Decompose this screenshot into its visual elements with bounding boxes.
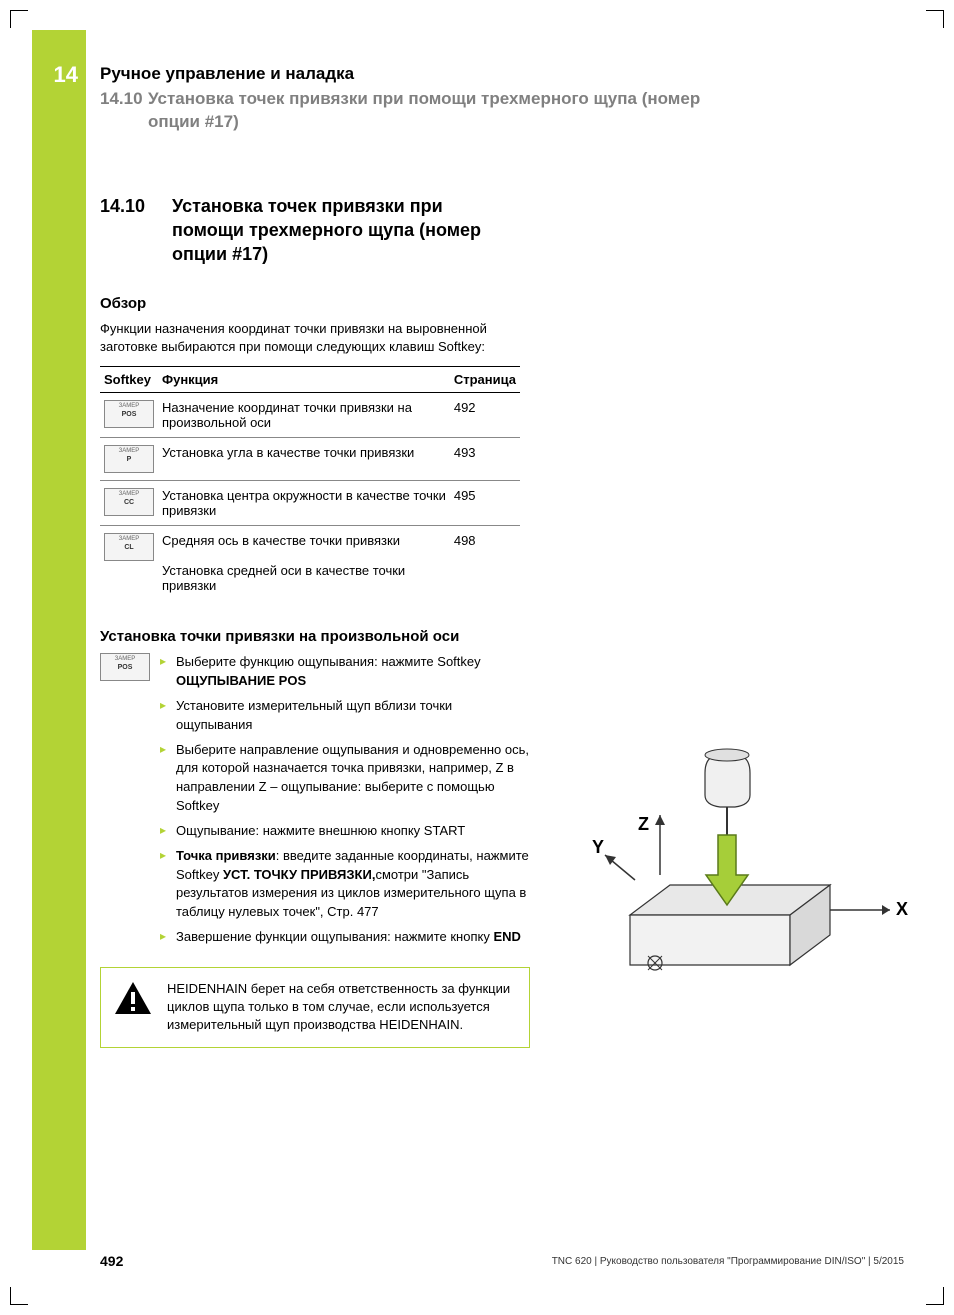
softkey-cl-icon: ЗАМЕРCL [104, 533, 154, 561]
th-function: Функция [158, 367, 450, 393]
section-heading: 14.10Установка точек привязки при помощи… [100, 194, 910, 267]
page-cell: 492 [450, 393, 520, 438]
warning-icon [113, 980, 153, 1035]
procedure-heading: Установка точки привязки на произвольной… [100, 628, 910, 645]
softkey-pos-icon: ЗАМЕРPOS [100, 653, 150, 681]
procedure-block: ЗАМЕРPOS Выберите функцию ощупывания: на… [100, 653, 530, 953]
th-softkey: Softkey [100, 367, 158, 393]
softkey-p-icon: ЗАМЕРP [104, 445, 154, 473]
list-item: Выберите функцию ощупывания: нажмите Sof… [160, 653, 530, 691]
crop-mark [10, 10, 28, 28]
table-row: ЗАМЕРP Установка угла в качестве точки п… [100, 438, 520, 481]
warning-box: HEIDENHAIN берет на себя ответственность… [100, 967, 530, 1048]
table-row: ЗАМЕРPOS Назначение координат точки прив… [100, 393, 520, 438]
overview-heading: Обзор [100, 295, 910, 312]
page-cell: 495 [450, 481, 520, 526]
axis-x-label: X [896, 899, 908, 919]
chapter-number: 14 [32, 62, 86, 88]
section-heading-text: Установка точек привязки при помощи трех… [172, 194, 512, 267]
list-item: Ощупывание: нажмите внешнюю кнопку START [160, 822, 530, 841]
crop-mark [10, 1287, 28, 1305]
page-number: 492 [100, 1253, 123, 1269]
list-item: Выберите направление ощупывания и одновр… [160, 741, 530, 816]
list-item: Установите измерительный щуп вблизи точк… [160, 697, 530, 735]
th-page: Страница [450, 367, 520, 393]
list-item: Завершение функции ощупывания: нажмите к… [160, 928, 530, 947]
page-cell: 493 [450, 438, 520, 481]
list-item: Точка привязки: введите заданные координ… [160, 847, 530, 922]
steps-list: Выберите функцию ощупывания: нажмите Sof… [160, 653, 530, 953]
axis-y-label: Y [592, 837, 604, 857]
axis-diagram: X Y Z [570, 745, 910, 1025]
chapter-title: Ручное управление и наладка [100, 64, 910, 84]
section-title-text: Установка точек привязки при помощи трех… [148, 88, 748, 134]
func-cell: Средняя ось в качестве точки привязкиУст… [158, 526, 450, 601]
overview-intro: Функции назначения координат точки привя… [100, 320, 520, 356]
func-cell: Установка центра окружности в качестве т… [158, 481, 450, 526]
warning-text: HEIDENHAIN берет на себя ответственность… [167, 980, 517, 1035]
side-accent-bar [32, 30, 86, 1250]
softkey-table: Softkey Функция Страница ЗАМЕРPOS Назнач… [100, 366, 520, 600]
softkey-cc-icon: ЗАМЕРCC [104, 488, 154, 516]
softkey-pos-icon: ЗАМЕРPOS [104, 400, 154, 428]
crop-mark [926, 1287, 944, 1305]
footer-text: TNC 620 | Руководство пользователя "Прог… [552, 1256, 904, 1267]
func-cell: Назначение координат точки привязки на п… [158, 393, 450, 438]
section-heading-num: 14.10 [100, 194, 172, 218]
section-number: 14.10 [100, 88, 148, 111]
page-cell: 498 [450, 526, 520, 601]
table-row: ЗАМЕРCL Средняя ось в качестве точки при… [100, 526, 520, 601]
table-row: ЗАМЕРCC Установка центра окружности в ка… [100, 481, 520, 526]
running-section-title: 14.10Установка точек привязки при помощи… [100, 88, 910, 134]
axis-z-label: Z [638, 814, 649, 834]
crop-mark [926, 10, 944, 28]
func-cell: Установка угла в качестве точки привязки [158, 438, 450, 481]
